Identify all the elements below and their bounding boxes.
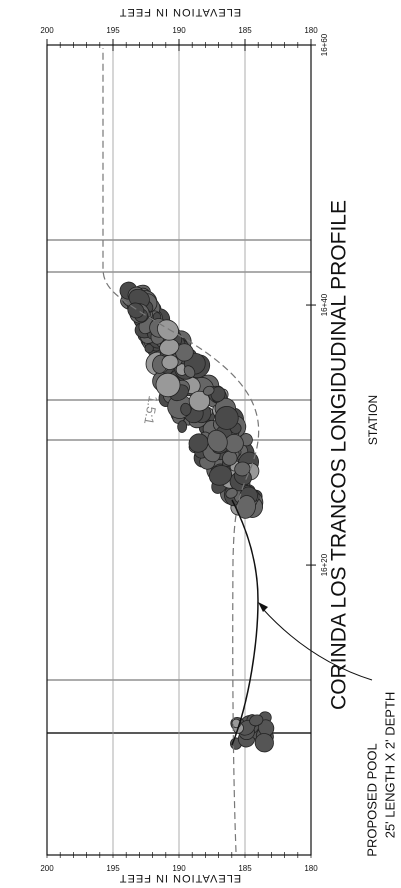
y-tick-label: 185 [238,26,252,35]
slope-label: 1.5:1 [141,395,161,426]
rock [180,402,192,416]
rock [222,450,238,466]
y-axis-label-top: ELEVATION IN FEET [119,6,241,18]
arrowhead [258,602,268,612]
rock [207,429,228,453]
rock [214,405,239,430]
y-tick-label: 195 [106,26,120,35]
x-tick-label: 16+60 [320,33,329,56]
y-tick-label: 185 [238,864,252,873]
pool-profile [231,499,259,746]
rock [208,465,233,486]
rock [188,390,211,412]
rock [254,733,274,753]
rock [236,495,256,519]
annotation-line: PROPOSED POOL [364,743,379,856]
x-tick-label: 16+20 [320,553,329,576]
rock [183,365,196,378]
x-axis-label: STATION [366,395,380,445]
y-tick-label: 190 [172,864,186,873]
rock [188,433,209,453]
y-axis-label-bottom: ELEVATION IN FEET [119,872,241,884]
rock [203,385,215,396]
rock [234,461,251,477]
frame [46,44,312,856]
leader-line [261,607,373,681]
rock [177,420,188,433]
y-tick-label: 180 [304,26,318,35]
y-tick-label: 195 [106,864,120,873]
y-tick-label: 190 [172,26,186,35]
grid: 200 200 195 195 190 190 185 185 180 180 16+20 16+40… [40,26,329,873]
rock [144,343,154,354]
rock-fill [119,281,275,753]
rock [225,488,238,499]
annotation-line: 25' LENGTH X 2' DEPTH [382,692,397,839]
y-tick-label: 180 [304,864,318,873]
y-tick-label: 200 [40,26,54,35]
rock [249,714,264,727]
rock [155,372,181,398]
title: CORINDA LOS TRANCOS LONGIDUDINAL PROFILE [328,200,351,710]
x-tick-label: 16+40 [320,293,329,316]
y-tick-label: 200 [40,864,54,873]
